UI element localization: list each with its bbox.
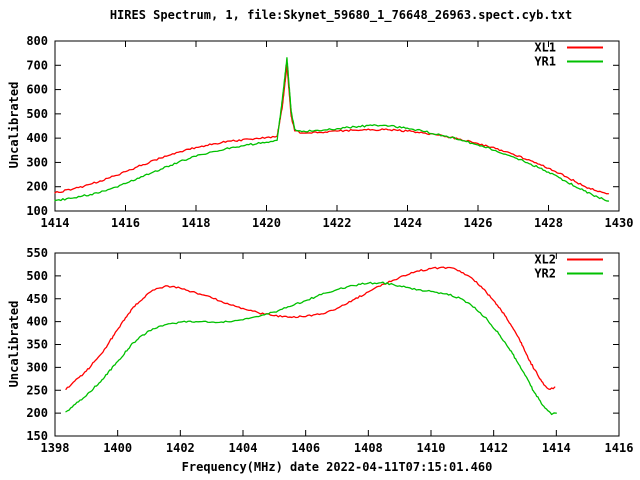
- y-tick-label: 200: [26, 406, 48, 420]
- y-tick-label: 800: [26, 34, 48, 48]
- y-tick-label: 500: [26, 269, 48, 283]
- y-tick-label: 150: [26, 429, 48, 443]
- series-path-XL2: [65, 266, 556, 390]
- legend-label-YR2: YR2: [534, 267, 556, 281]
- y-tick-label: 500: [26, 107, 48, 121]
- x-tick-label: 1416: [605, 441, 634, 455]
- series-path-YR1: [54, 57, 610, 202]
- x-tick-label: 1422: [323, 216, 352, 230]
- x-tick-label: 1402: [166, 441, 195, 455]
- chart-title: HIRES Spectrum, 1, file:Skynet_59680_1_7…: [109, 8, 573, 22]
- y-tick-label: 200: [26, 180, 48, 194]
- y-tick-label: 300: [26, 155, 48, 169]
- x-tick-label: 1414: [542, 441, 571, 455]
- series-path-YR2: [65, 281, 557, 416]
- legend-label-XL1: XL1: [534, 41, 556, 55]
- y-tick-label: 350: [26, 338, 48, 352]
- x-tick-label: 1414: [41, 216, 70, 230]
- y-tick-label: 450: [26, 292, 48, 306]
- y-tick-label: 700: [26, 58, 48, 72]
- y-tick-label: 300: [26, 360, 48, 374]
- x-axis-label: Frequency(MHz) date 2022-04-11T07:15:01.…: [181, 460, 493, 474]
- y-tick-label: 250: [26, 383, 48, 397]
- x-tick-label: 1410: [417, 441, 446, 455]
- x-tick-label: 1420: [252, 216, 281, 230]
- x-tick-label: 1398: [41, 441, 70, 455]
- x-tick-label: 1400: [103, 441, 132, 455]
- legend-label-XL2: XL2: [534, 253, 556, 267]
- x-tick-label: 1418: [182, 216, 211, 230]
- x-tick-label: 1404: [229, 441, 258, 455]
- legend-label-YR1: YR1: [534, 55, 556, 69]
- y-tick-label: 600: [26, 83, 48, 97]
- x-tick-label: 1416: [111, 216, 140, 230]
- y-tick-label: 550: [26, 246, 48, 260]
- x-tick-label: 1428: [534, 216, 563, 230]
- x-tick-label: 1426: [464, 216, 493, 230]
- x-tick-label: 1412: [479, 441, 508, 455]
- y-tick-label: 100: [26, 204, 48, 218]
- x-tick-label: 1406: [291, 441, 320, 455]
- x-tick-label: 1408: [354, 441, 383, 455]
- y-tick-label: 400: [26, 315, 48, 329]
- x-tick-label: 1424: [393, 216, 422, 230]
- x-tick-label: 1430: [605, 216, 634, 230]
- series-path-XL1: [54, 64, 610, 195]
- y-tick-label: 400: [26, 131, 48, 145]
